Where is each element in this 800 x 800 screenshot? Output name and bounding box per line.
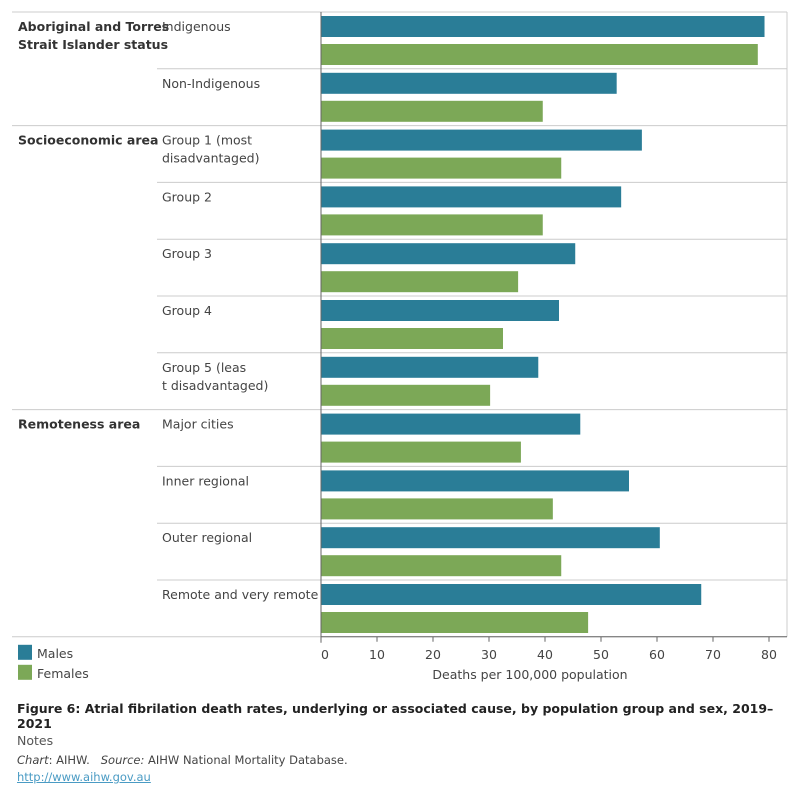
bar-males	[321, 129, 642, 151]
x-tick-label: 20	[425, 647, 441, 662]
group-label: Socioeconomic area	[18, 133, 158, 148]
category-label: Major cities	[162, 417, 234, 432]
group-label: Remoteness area	[18, 417, 140, 432]
bar-chart: Aboriginal and Torres Strait Islander sta…	[12, 11, 788, 682]
category-label: Group 3	[162, 246, 212, 261]
bar-males	[321, 356, 539, 378]
bar-females	[321, 498, 553, 520]
bar-males	[321, 186, 622, 208]
source-value: AIHW National Mortality Database.	[144, 753, 348, 767]
legend-label-males: Males	[37, 646, 73, 661]
category-label: Group 2	[162, 189, 212, 204]
chart-title: Figure 6: Atrial fibrilation death rates…	[17, 701, 774, 731]
legend-swatch-females	[18, 664, 32, 680]
bar-females	[321, 157, 562, 179]
category-label: Group 5 (leas	[162, 360, 246, 375]
category-label: t disadvantaged)	[162, 378, 268, 393]
bar-males	[321, 527, 660, 549]
legend-swatch-males	[18, 644, 32, 660]
x-tick-label: 70	[705, 647, 721, 662]
legend-label-females: Females	[37, 666, 89, 681]
category-label: Remote and very remote	[162, 587, 319, 602]
category-label: Inner regional	[162, 473, 249, 488]
aihw-link[interactable]: http://www.aihw.gov.au	[17, 770, 151, 784]
bar-females	[321, 441, 521, 463]
chart-label: Chart	[17, 753, 49, 767]
bar-males	[321, 470, 629, 492]
bar-females	[321, 612, 589, 633]
x-tick-label: 30	[481, 647, 497, 662]
bar-females	[321, 384, 491, 406]
source-line: Chart: AIHW. Source: AIHW National Morta…	[17, 753, 348, 767]
bar-males	[321, 72, 617, 94]
notes-heading: Notes	[17, 733, 54, 748]
category-label: Indigenous	[162, 19, 231, 34]
source-label: Source:	[100, 753, 145, 767]
bar-females	[321, 100, 543, 122]
category-label: Outer regional	[162, 530, 252, 545]
bar-males	[321, 300, 559, 321]
chart-value: : AIHW.	[48, 753, 90, 767]
category-label: Group 1 (most	[162, 133, 252, 148]
x-tick-label: 40	[537, 647, 553, 662]
bar-females	[321, 44, 758, 65]
category-label: disadvantaged)	[162, 151, 260, 166]
bar-males	[321, 16, 765, 37]
bar-females	[321, 271, 519, 293]
x-tick-label: 0	[321, 647, 329, 662]
bar-males	[321, 413, 581, 435]
bar-males	[321, 243, 576, 265]
x-tick-label: 80	[761, 647, 777, 662]
category-label: Group 4	[162, 303, 212, 318]
bar-males	[321, 584, 702, 605]
group-label: Strait Islander status	[18, 37, 168, 52]
x-tick-label: 50	[593, 647, 609, 662]
group-label: Aboriginal and Torres	[18, 19, 169, 34]
x-tick-label: 10	[369, 647, 385, 662]
x-axis-title: Deaths per 100,000 population	[432, 667, 627, 682]
bar-females	[321, 214, 543, 236]
bar-females	[321, 555, 562, 577]
bar-females	[321, 328, 503, 349]
x-tick-label: 60	[649, 647, 665, 662]
category-label: Non-Indigenous	[162, 76, 260, 91]
